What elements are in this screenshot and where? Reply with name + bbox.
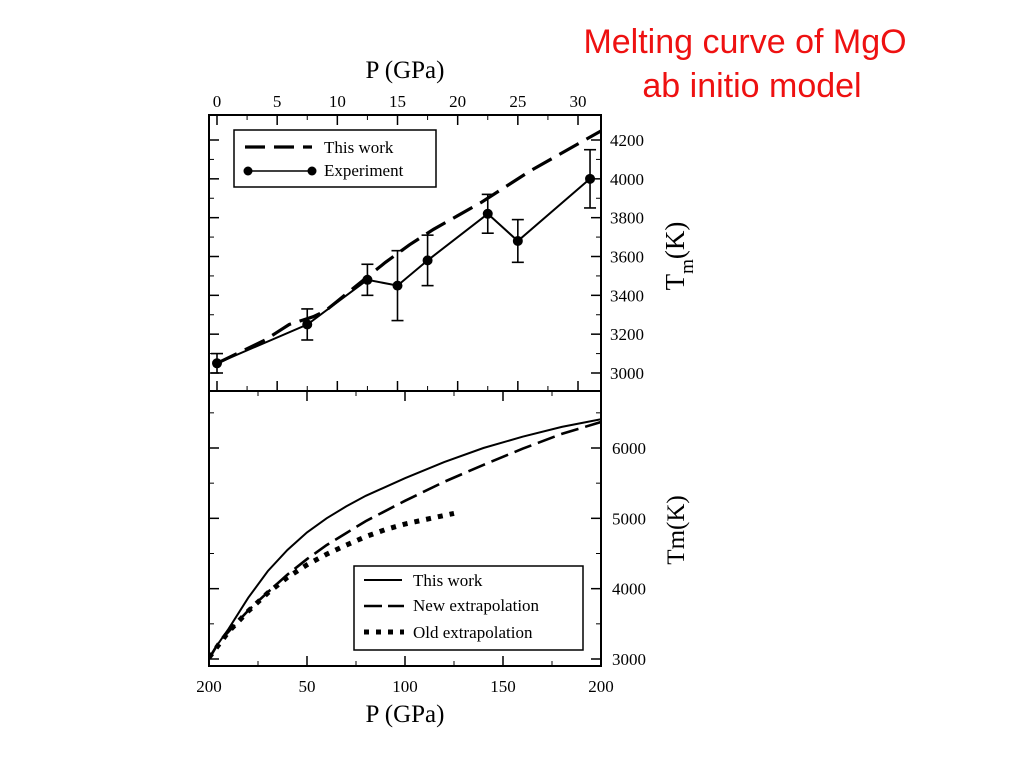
slide-title: Melting curve of MgO ab initio model (540, 20, 950, 108)
top-x-tick-label: 0 (213, 92, 222, 111)
bottom-plot-area (209, 418, 601, 660)
experiment-point (392, 280, 403, 291)
legend-label-new-extrapolation: New extrapolation (413, 596, 540, 615)
experiment-point (302, 319, 313, 330)
top-y-tick-label: 3600 (610, 248, 644, 267)
bottom-x-tick-label: 200 (196, 677, 222, 696)
experiment-point (512, 235, 523, 246)
top-legend-box (233, 129, 437, 188)
bottom-y-axis-label: Tm(K) (663, 495, 690, 564)
top-y-axis-label-subscript: m (677, 259, 698, 274)
top-y-tick-label: 3000 (610, 364, 644, 383)
top-x-tick-label: 30 (570, 92, 587, 111)
top-x-tick-label: 25 (509, 92, 526, 111)
series-line-this-work (216, 129, 601, 365)
series-line-new-extrapolation (209, 420, 601, 660)
bottom-y-tick-label: 3000 (612, 650, 646, 669)
top-y-axis-label-symbol: T (660, 273, 690, 290)
experiment-point (212, 358, 222, 369)
experiment-point (362, 274, 373, 285)
series-line-old-extrapolation (209, 510, 455, 660)
top-y-tick-label: 3200 (610, 325, 644, 344)
legend-label-old-extrapolation: Old extrapolation (413, 623, 533, 642)
series-line-experiment (216, 178, 591, 365)
top-x-tick-label: 15 (389, 92, 406, 111)
top-y-axis-label-unit: (K) (660, 222, 690, 259)
top-x-tick-label: 5 (273, 92, 282, 111)
bottom-y-tick-label: 4000 (612, 580, 646, 599)
experiment-point (585, 173, 596, 184)
bottom-x-tick-label: 50 (299, 677, 316, 696)
series-line-this-work-bottom (209, 418, 601, 659)
top-y-tick-label: 3400 (610, 286, 644, 305)
top-y-tick-label: 4000 (610, 170, 644, 189)
legend-label-experiment: Experiment (324, 161, 404, 180)
legend-marker-experiment (307, 166, 317, 176)
top-chart: 0 5 10 15 20 25 30 3000 3200 3400 3600 3800 4000 4200… (208, 57, 698, 392)
top-y-tick-label: 4200 (610, 131, 644, 150)
experiment-point (482, 208, 493, 219)
bottom-x-tick-label: 100 (392, 677, 418, 696)
bottom-x-tick-label: 150 (490, 677, 516, 696)
top-x-axis-label: P (GPa) (366, 57, 445, 84)
top-y-tick-label: 3800 (610, 209, 644, 228)
slide-title-line-1: Melting curve of MgO (583, 23, 907, 61)
legend-label-this-work: This work (324, 138, 394, 157)
bottom-y-tick-label: 5000 (612, 509, 646, 528)
top-y-axis-label: Tm(K) (660, 222, 698, 291)
top-x-tick-label: 10 (329, 92, 346, 111)
experiment-point (422, 255, 433, 266)
legend-marker-experiment (243, 166, 253, 176)
legend-label-this-work-bottom: This work (413, 571, 483, 590)
bottom-x-tick-label: 200 (588, 677, 614, 696)
top-x-tick-label: 20 (449, 92, 466, 111)
top-plot-area (211, 129, 601, 374)
bottom-y-tick-label: 6000 (612, 439, 646, 458)
bottom-x-axis-label: P (GPa) (366, 701, 445, 728)
slide-title-line-2: ab initio model (642, 67, 862, 105)
bottom-chart: 200 50 100 150 200 3000 4000 5000 6000 P (GPa) Tm(… (196, 390, 690, 728)
